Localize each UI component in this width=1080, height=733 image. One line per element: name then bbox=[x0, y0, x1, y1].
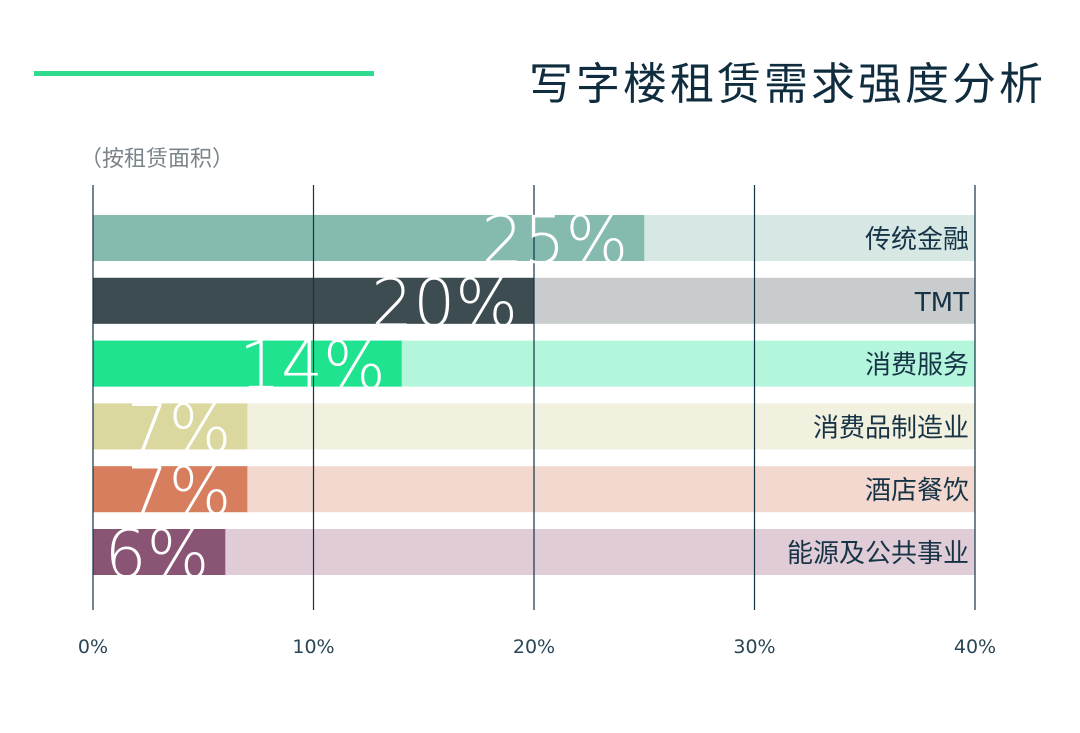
bar bbox=[93, 403, 248, 450]
chart-subtitle: （按租赁面积） bbox=[80, 147, 235, 172]
category-label: 消费品制造业 bbox=[813, 413, 969, 443]
bar bbox=[93, 466, 248, 513]
bar bbox=[93, 215, 645, 261]
grid-lines bbox=[92, 185, 976, 610]
category-label: TMT bbox=[914, 288, 969, 318]
labels: 25% 传统金融 20% TMT 14% 消费服务 7% 消费品制造业 7% 酒店餐饮 6% 能源及公… bbox=[105, 202, 970, 593]
x-tick-label: 40% bbox=[954, 636, 996, 658]
x-tick-label: 0% bbox=[78, 636, 108, 658]
category-label: 消费服务 bbox=[865, 351, 969, 381]
data-label: 6% bbox=[105, 516, 210, 593]
data-label: 7% bbox=[127, 390, 232, 467]
data-label: 25% bbox=[482, 202, 629, 279]
data-label: 20% bbox=[371, 265, 518, 342]
bar bbox=[93, 340, 402, 387]
data-label: 7% bbox=[127, 453, 232, 530]
x-axis: 0% 10% 20% 30% 40% bbox=[78, 636, 996, 658]
x-tick-label: 10% bbox=[292, 636, 334, 658]
title-accent-line bbox=[34, 71, 374, 76]
category-label: 能源及公共事业 bbox=[787, 539, 969, 569]
data-label: 14% bbox=[239, 328, 386, 405]
x-tick-label: 30% bbox=[733, 636, 775, 658]
chart-title: 写字楼租赁需求强度分析 bbox=[529, 59, 1046, 110]
category-label: 酒店餐饮 bbox=[865, 476, 969, 506]
bar bbox=[93, 529, 226, 575]
category-label: 传统金融 bbox=[865, 225, 969, 255]
x-tick-label: 20% bbox=[513, 636, 555, 658]
